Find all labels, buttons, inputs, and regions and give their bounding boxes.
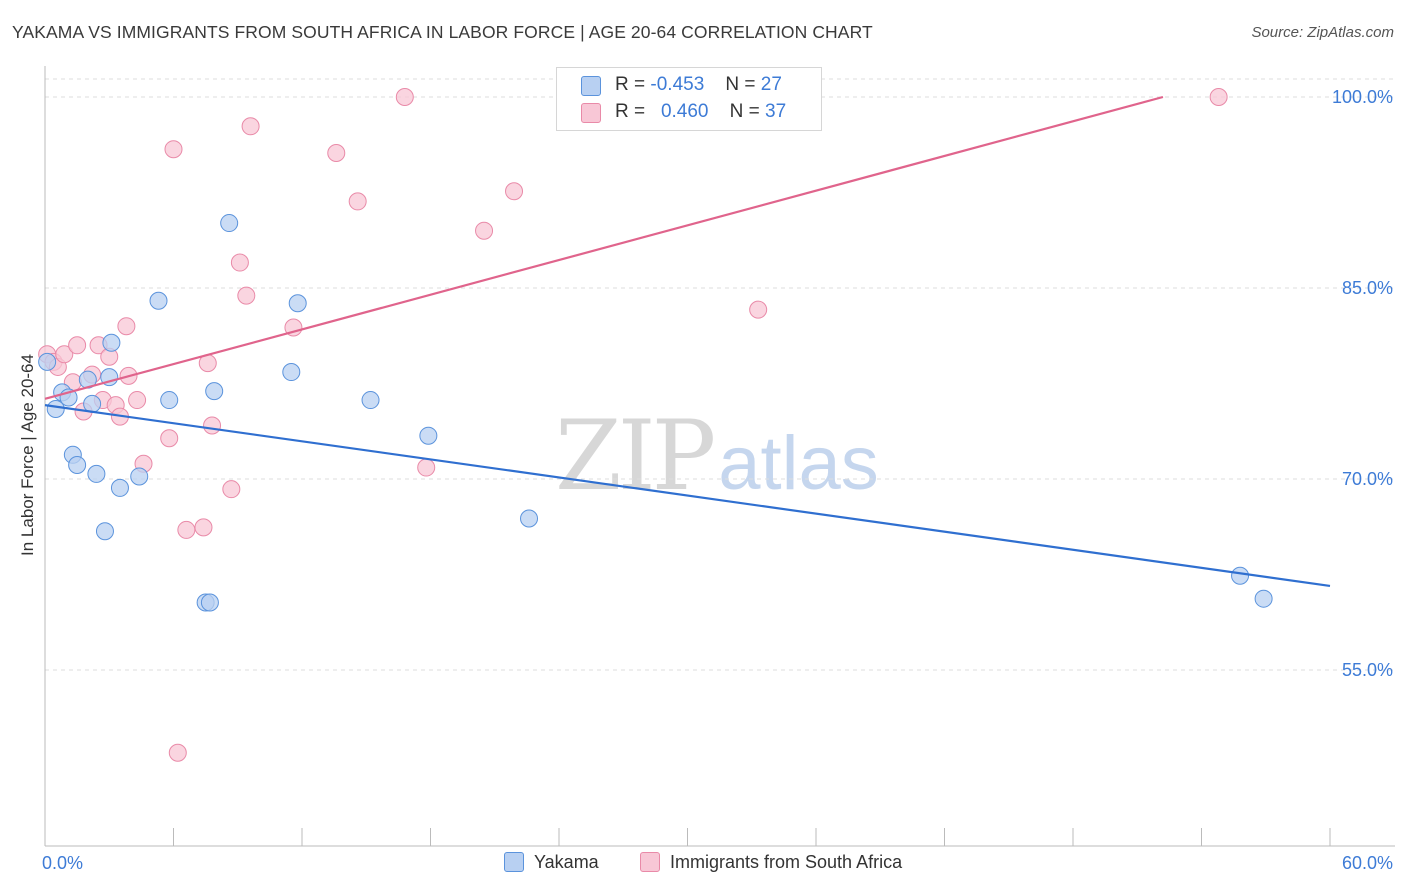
point-south-africa <box>505 182 524 201</box>
bottom-legend-label-south-africa: Immigrants from South Africa <box>670 852 903 872</box>
bottom-legend-swatch-south-africa <box>640 852 660 872</box>
point-south-africa <box>1209 88 1228 106</box>
point-south-africa <box>395 88 414 106</box>
point-yakama <box>419 426 438 445</box>
point-yakama <box>130 467 149 486</box>
point-south-africa <box>160 429 179 448</box>
bottom-legend-swatch-yakama <box>504 852 524 872</box>
point-south-africa <box>749 300 768 319</box>
point-south-africa <box>222 480 241 499</box>
y-tick-label: 85.0% <box>1342 278 1393 298</box>
point-south-africa <box>348 192 367 211</box>
point-yakama <box>1231 566 1250 585</box>
point-yakama <box>110 478 129 497</box>
legend-n-label: N = <box>729 101 760 122</box>
legend-r-label: R = <box>615 101 646 122</box>
point-yakama <box>46 399 65 418</box>
point-south-africa <box>168 743 187 762</box>
point-south-africa <box>194 518 213 537</box>
point-south-africa <box>237 286 256 305</box>
legend-swatch-south-africa <box>581 103 601 123</box>
point-yakama <box>1254 589 1273 608</box>
legend-r-value-south-africa: 0.460 <box>660 101 709 122</box>
point-south-africa <box>164 140 183 159</box>
point-south-africa <box>128 391 147 410</box>
y-tick-label: 100.0% <box>1332 87 1393 107</box>
legend-r-label: R = <box>615 74 646 95</box>
point-yakama <box>95 522 114 541</box>
legend-swatch-yakama <box>581 76 601 96</box>
stats-legend: R = -0.453 N = 27 R = 0.460 N = 37 <box>556 67 822 131</box>
point-yakama <box>288 294 307 313</box>
point-yakama <box>149 291 168 310</box>
point-south-africa <box>55 345 74 364</box>
point-yakama <box>361 391 380 410</box>
point-south-africa <box>284 318 303 337</box>
point-yakama <box>102 333 121 352</box>
bottom-legend-label-yakama: Yakama <box>534 852 599 872</box>
point-south-africa <box>230 253 249 272</box>
chart-title: YAKAMA VS IMMIGRANTS FROM SOUTH AFRICA I… <box>12 22 873 42</box>
point-yakama <box>520 509 539 528</box>
point-yakama <box>220 214 239 233</box>
point-yakama <box>87 464 106 483</box>
point-south-africa <box>117 317 136 336</box>
point-yakama <box>205 382 224 401</box>
point-south-africa <box>241 117 260 136</box>
source-note: Source: ZipAtlas.com <box>1251 24 1394 41</box>
point-yakama <box>83 394 102 413</box>
legend-n-value-yakama: 27 <box>760 74 782 95</box>
bottom-legend-south-africa: Immigrants from South Africa <box>640 852 902 873</box>
legend-r-value-yakama: -0.453 <box>650 74 705 95</box>
bottom-legend-yakama: Yakama <box>504 852 599 873</box>
y-tick-label: 70.0% <box>1342 469 1393 489</box>
point-south-africa <box>177 520 196 539</box>
point-yakama <box>38 352 57 371</box>
x-tick-label-max: 60.0% <box>1342 853 1393 873</box>
trendline-south-africa <box>44 95 1164 400</box>
y-tick-label: 55.0% <box>1342 660 1393 680</box>
point-yakama <box>160 391 179 410</box>
x-tick-label-min: 0.0% <box>42 853 83 873</box>
point-yakama <box>200 593 219 612</box>
point-yakama <box>282 363 301 382</box>
point-south-africa <box>417 458 436 477</box>
point-south-africa <box>327 144 346 163</box>
point-south-africa <box>475 221 494 240</box>
point-south-africa <box>203 416 222 435</box>
legend-n-value-south-africa: 37 <box>765 101 787 122</box>
point-south-africa <box>68 336 87 355</box>
point-yakama <box>68 455 87 474</box>
trendline-yakama <box>44 404 1331 588</box>
legend-n-label: N = <box>725 74 756 95</box>
